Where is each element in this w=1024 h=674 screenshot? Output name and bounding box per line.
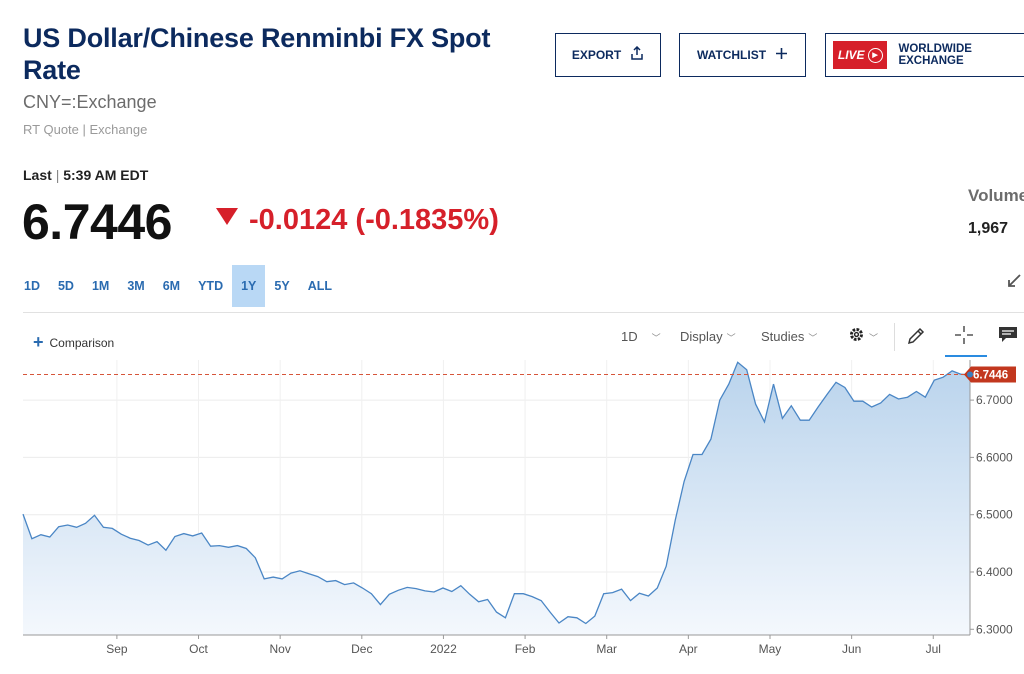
last-price-label: 6.7446 — [973, 370, 1008, 382]
range-tab-1d[interactable]: 1D — [24, 279, 40, 293]
studies-dropdown[interactable]: Studies ﹀ — [761, 328, 817, 344]
range-tab-6m[interactable]: 6M — [162, 279, 181, 293]
watchlist-button[interactable]: WATCHLIST — [679, 33, 806, 77]
price-area — [23, 362, 970, 635]
x-tick-label: 2022 — [430, 642, 457, 656]
last-price-dot — [967, 371, 973, 378]
settings-dropdown[interactable]: ﹀ — [848, 326, 878, 346]
toolbar-divider — [894, 323, 895, 351]
volume-value: 1,967 — [968, 220, 1009, 237]
play-icon: ▶ — [867, 47, 883, 63]
chevron-down-icon: ﹀ — [869, 333, 879, 343]
expand-icon[interactable] — [1006, 273, 1022, 294]
ticker-symbol: CNY=:Exchange — [23, 92, 157, 112]
range-tab-3m[interactable]: 3M — [127, 279, 145, 293]
chevron-down-icon: ﹀ — [808, 333, 818, 343]
comment-icon[interactable] — [998, 326, 1018, 344]
x-tick-label: Oct — [189, 642, 208, 656]
comparison-button[interactable]: + Comparison — [33, 332, 114, 353]
y-tick-label: 6.5000 — [976, 508, 1013, 522]
last-price: 6.7446 — [22, 194, 172, 250]
range-tabs: 1D 5D 1M 3M 6M YTD 1Y 5Y ALL — [24, 265, 341, 307]
live-badge-label: LIVE — [837, 48, 865, 62]
x-tick-label: Mar — [596, 642, 617, 656]
x-tick-label: Nov — [269, 642, 290, 656]
studies-label: Studies — [761, 328, 805, 344]
range-tab-all[interactable]: ALL — [307, 279, 332, 293]
last-time: 5:39 AM EDT — [63, 167, 149, 183]
x-tick-label: Jun — [842, 642, 861, 656]
crosshair-active-indicator — [945, 355, 987, 357]
range-tab-1m[interactable]: 1M — [91, 279, 110, 293]
volume-label: Volume — [968, 186, 1024, 205]
interval-dropdown[interactable]: 1D ﹀ — [621, 328, 661, 344]
y-tick-label: 6.3000 — [976, 622, 1013, 636]
range-tab-1y[interactable]: 1Y — [232, 265, 266, 307]
y-tick-label: 6.6000 — [976, 450, 1013, 464]
live-tv-button[interactable]: LIVE ▶ WORLDWIDE EXCHANGE — [825, 33, 1024, 77]
x-tick-label: May — [759, 642, 782, 656]
share-icon — [630, 45, 644, 64]
range-tab-5y[interactable]: 5Y — [274, 279, 290, 293]
crosshair-icon[interactable] — [954, 325, 974, 345]
divider — [23, 312, 1024, 313]
y-tick-label: 6.4000 — [976, 565, 1013, 579]
x-tick-label: Jul — [926, 642, 941, 656]
live-text: WORLDWIDE EXCHANGE — [898, 43, 972, 67]
range-tab-5d[interactable]: 5D — [57, 279, 74, 293]
watchlist-button-label: WATCHLIST — [696, 48, 767, 62]
chevron-down-icon: ﹀ — [726, 333, 736, 343]
last-label: Last — [23, 167, 52, 183]
display-label: Display — [680, 328, 723, 344]
last-price-marker: 6.7446 — [964, 366, 1016, 383]
x-tick-label: Sep — [106, 642, 128, 656]
export-button-label: EXPORT — [571, 48, 622, 62]
price-change: -0.0124 (-0.1835%) — [249, 204, 499, 236]
last-separator: | — [55, 167, 60, 183]
range-tab-ytd[interactable]: YTD — [198, 279, 224, 293]
interval-label: 1D — [621, 328, 638, 344]
page-title: US Dollar/Chinese Renminbi FX Spot Rate — [23, 23, 491, 85]
price-chart[interactable]: 6.3000 6.4000 6.5000 6.6000 6.7000 Sep Oct Nov… — [0, 356, 1024, 674]
price-line — [22, 361, 971, 625]
x-tick-label: Apr — [679, 642, 698, 656]
settings-icon — [848, 326, 865, 346]
display-dropdown[interactable]: Display ﹀ — [680, 328, 736, 344]
draw-pencil-icon[interactable] — [906, 326, 926, 346]
last-trade-label: Last | 5:39 AM EDT — [23, 167, 148, 183]
live-badge: LIVE ▶ — [833, 41, 888, 69]
down-arrow-icon — [216, 208, 238, 225]
y-tick-label: 6.7000 — [976, 393, 1013, 407]
x-tick-label: Feb — [515, 642, 536, 656]
comparison-label: Comparison — [49, 335, 115, 350]
export-button[interactable]: EXPORT — [555, 33, 661, 77]
quote-type: RT Quote | Exchange — [23, 122, 148, 137]
chevron-down-icon: ﹀ — [651, 333, 661, 343]
plus-icon — [775, 47, 788, 64]
plus-icon: + — [33, 332, 44, 352]
x-tick-label: Dec — [351, 642, 372, 656]
